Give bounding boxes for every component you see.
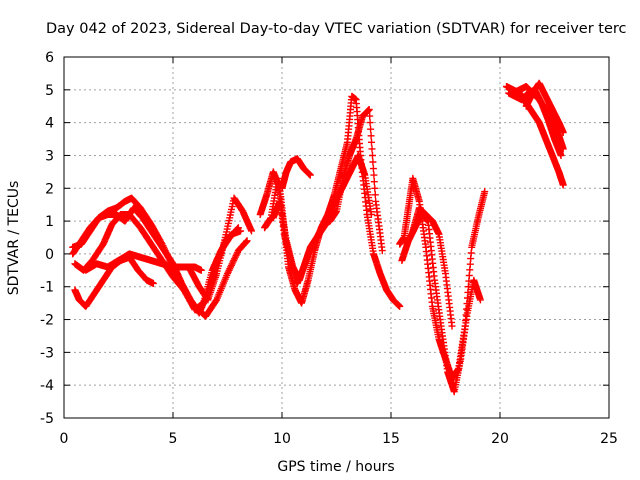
- y-tick-label: -2: [40, 313, 54, 329]
- point-markers: [522, 79, 567, 136]
- series-sat-e: [82, 250, 205, 274]
- point-markers: [509, 83, 567, 153]
- x-tick-label: 0: [60, 431, 69, 447]
- y-tick-label: -3: [40, 345, 54, 361]
- series-sat-p: [509, 83, 567, 153]
- chart-title: Day 042 of 2023, Sidereal Day-to-day VTE…: [46, 21, 627, 37]
- y-tick-label: 5: [45, 83, 54, 99]
- point-markers: [261, 106, 386, 287]
- point-markers: [409, 204, 456, 330]
- plot-frame: [63, 56, 610, 419]
- axis-ticks: [63, 56, 610, 419]
- series-sat-h: [261, 106, 386, 287]
- x-tick-label: 5: [169, 431, 178, 447]
- series-sat-m: [409, 204, 456, 330]
- x-tick-label: 15: [382, 431, 400, 447]
- y-axis-label: SDTVAR / TECUs: [6, 181, 22, 296]
- data-points: [69, 79, 567, 396]
- y-tick-label: -5: [40, 411, 54, 427]
- y-tick-label: 3: [45, 148, 54, 164]
- series-sat-i: [269, 152, 375, 284]
- y-tick-label: -1: [40, 280, 54, 296]
- series-sat-j: [278, 155, 314, 192]
- x-tick-label: 25: [600, 431, 618, 447]
- y-tick-label: 6: [45, 50, 54, 66]
- y-tick-label: 4: [45, 116, 54, 132]
- x-tick-labels: 0 5 10 15 20 25: [60, 431, 618, 447]
- y-tick-label: 0: [45, 247, 54, 263]
- point-markers: [278, 155, 314, 192]
- y-tick-label: 1: [45, 214, 54, 230]
- y-tick-label: 2: [45, 181, 54, 197]
- point-markers: [269, 152, 375, 284]
- series-sat-f: [186, 194, 255, 304]
- point-markers: [82, 250, 205, 274]
- point-markers: [186, 194, 255, 304]
- y-tick-label: -4: [40, 378, 54, 394]
- x-tick-label: 20: [491, 431, 509, 447]
- x-axis-label: GPS time / hours: [277, 459, 394, 475]
- x-tick-label: 10: [273, 431, 291, 447]
- y-tick-labels: -5 -4 -3 -2 -1 0 1 2 3 4 5 6: [40, 50, 54, 427]
- series-sat-q: [522, 79, 567, 136]
